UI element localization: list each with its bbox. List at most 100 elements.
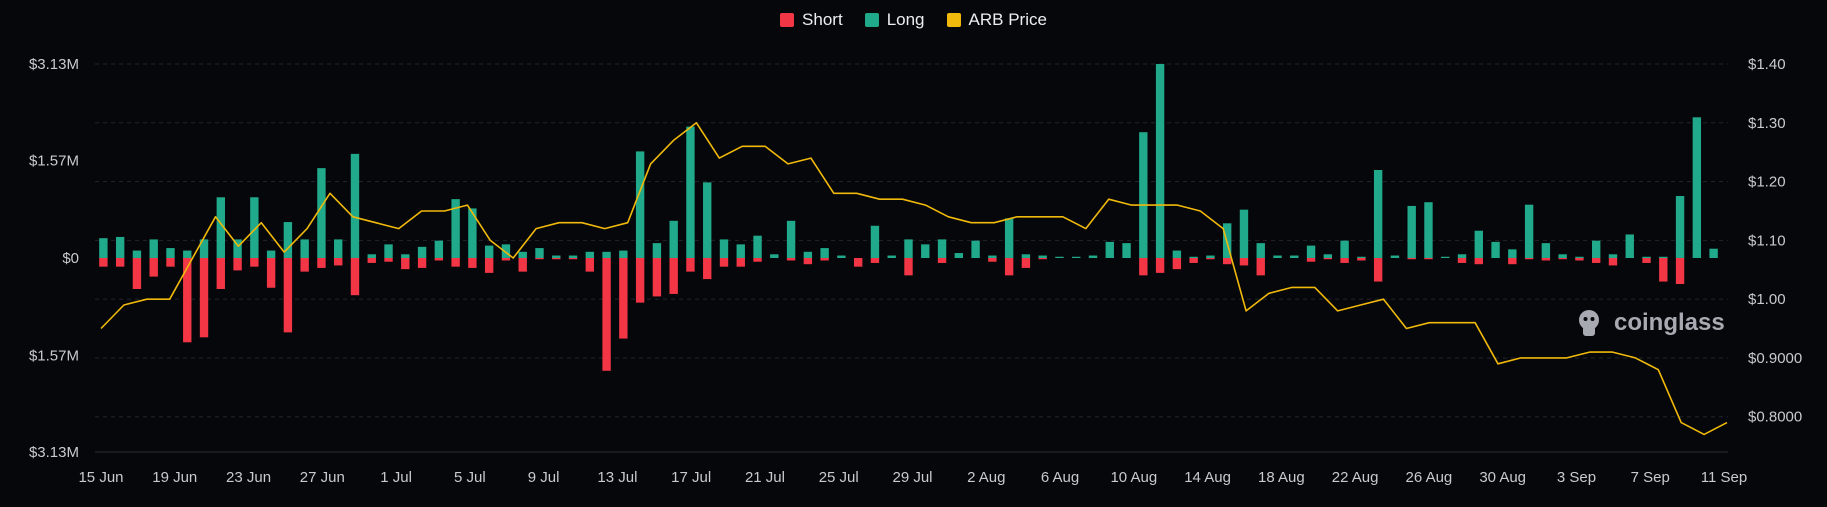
long-bar [1239, 209, 1249, 258]
short-bar [870, 258, 880, 263]
short-bar [115, 258, 125, 267]
long-bar [1457, 254, 1467, 258]
long-bar [870, 225, 880, 258]
long-bar [552, 255, 561, 258]
long-bar [166, 248, 175, 258]
y-right-tick-label: $0.8000 [1748, 409, 1802, 426]
long-bar [1155, 64, 1165, 258]
short-bar [283, 258, 293, 333]
short-bar [1206, 258, 1215, 260]
long-bar [954, 253, 964, 258]
long-bar [99, 238, 108, 258]
long-bar [266, 250, 276, 258]
short-bar [535, 258, 544, 260]
short-bar [753, 258, 762, 262]
long-bar [484, 245, 494, 258]
long-bar [1592, 240, 1601, 258]
short-bar [1541, 258, 1551, 261]
legend-swatch-short [780, 13, 795, 27]
long-bar [518, 251, 527, 258]
short-bar [1659, 258, 1668, 282]
short-bar [602, 258, 611, 371]
long-bar [1474, 230, 1483, 258]
short-bar [334, 258, 343, 266]
long-bar [1675, 196, 1685, 258]
short-bar [1524, 258, 1534, 260]
long-bar [619, 250, 628, 258]
short-bar [1021, 258, 1031, 268]
y-right-tick-label: $1.00 [1748, 291, 1786, 308]
short-bar [1642, 258, 1651, 263]
x-tick-label: 23 Jun [226, 469, 271, 486]
long-bar [937, 239, 947, 258]
long-bar [317, 168, 326, 258]
short-bar [99, 258, 108, 267]
short-bar [132, 258, 142, 289]
long-bar [669, 220, 678, 258]
x-tick-label: 6 Aug [1041, 469, 1079, 486]
y-left-tick-label: $3.13M [29, 56, 79, 73]
short-bar [1222, 258, 1232, 265]
short-bar [401, 258, 410, 270]
coinglass-watermark: coinglass [1572, 306, 1725, 340]
x-tick-label: 14 Aug [1184, 469, 1231, 486]
x-tick-label: 15 Jun [78, 469, 123, 486]
short-bar [988, 258, 997, 262]
long-bar [1139, 132, 1148, 258]
short-bar [669, 258, 678, 294]
long-bar [1306, 245, 1316, 258]
long-bar [468, 208, 477, 258]
y-right-tick-label: $1.40 [1748, 56, 1786, 73]
long-bar [1055, 256, 1064, 258]
long-bar [1340, 240, 1349, 258]
legend-item-short[interactable]: Short [780, 10, 843, 30]
x-tick-label: 29 Jul [892, 469, 932, 486]
short-bar [484, 258, 494, 273]
short-bar [552, 258, 561, 260]
long-bar [535, 248, 544, 258]
short-bar [1189, 258, 1198, 263]
legend-label-long: Long [886, 10, 925, 29]
short-bar [350, 258, 360, 296]
short-bar [585, 258, 595, 272]
y-right-tick-label: $0.9000 [1748, 350, 1802, 367]
long-bar [770, 254, 779, 258]
long-bar [199, 239, 209, 258]
long-bar [1709, 248, 1718, 258]
short-bar [736, 258, 745, 267]
long-bar [1390, 255, 1400, 258]
long-bar [1508, 249, 1517, 258]
legend-item-price[interactable]: ARB Price [946, 10, 1047, 30]
long-bar [1659, 256, 1668, 258]
long-bar [736, 244, 745, 258]
x-tick-label: 2 Aug [967, 469, 1005, 486]
short-bar [468, 258, 477, 268]
short-bar [266, 258, 276, 288]
long-bar [568, 255, 578, 258]
x-tick-label: 25 Jul [819, 469, 859, 486]
long-bar [786, 220, 796, 258]
x-tick-label: 10 Aug [1110, 469, 1157, 486]
short-bar [1424, 258, 1433, 260]
long-bar [921, 244, 930, 258]
long-bar [1407, 205, 1416, 258]
short-bar [1357, 258, 1366, 261]
short-bar [904, 258, 913, 276]
legend-item-long[interactable]: Long [864, 10, 925, 30]
long-bar [988, 255, 997, 258]
short-bar [1558, 258, 1567, 260]
x-tick-label: 3 Sep [1557, 469, 1596, 486]
long-bar [283, 222, 293, 258]
x-tick-label: 18 Aug [1258, 469, 1305, 486]
long-bar [1206, 255, 1215, 258]
long-bar [1038, 255, 1047, 258]
y-left-tick-label: $1.57M [29, 347, 79, 364]
long-bar [1189, 256, 1198, 258]
short-bar [250, 258, 259, 267]
coinglass-logo-icon [1579, 310, 1599, 336]
x-tick-label: 7 Sep [1631, 469, 1670, 486]
long-bar [703, 182, 712, 258]
short-bar [166, 258, 175, 267]
short-bar [149, 258, 158, 277]
x-tick-label: 30 Aug [1479, 469, 1526, 486]
